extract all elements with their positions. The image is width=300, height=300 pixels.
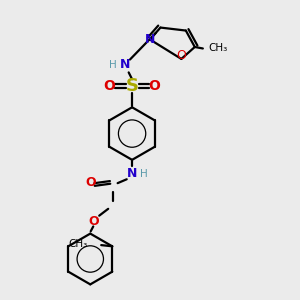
Text: O: O: [176, 49, 186, 62]
Text: S: S: [126, 77, 139, 95]
Text: CH₃: CH₃: [68, 239, 88, 249]
Text: N: N: [119, 58, 130, 71]
Text: CH₃: CH₃: [208, 44, 227, 53]
Text: O: O: [85, 176, 96, 189]
Text: O: O: [88, 214, 99, 228]
Text: O: O: [104, 79, 116, 93]
Text: N: N: [145, 33, 155, 46]
Text: N: N: [127, 167, 137, 180]
Text: H: H: [140, 169, 147, 179]
Text: O: O: [148, 79, 160, 93]
Text: H: H: [110, 60, 117, 70]
